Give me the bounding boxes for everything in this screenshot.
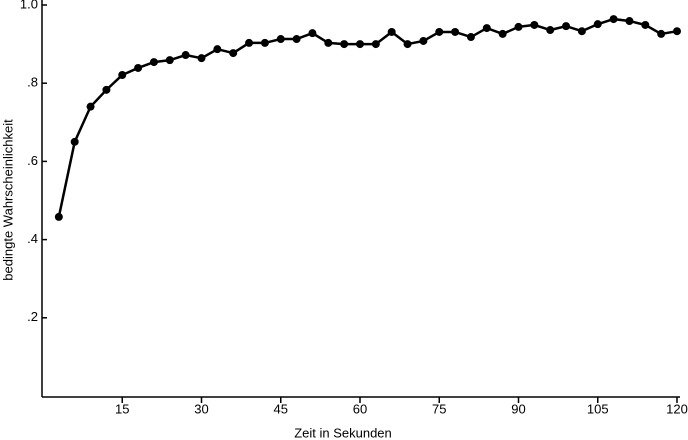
point xyxy=(181,51,190,60)
point xyxy=(482,24,491,33)
point xyxy=(229,49,238,58)
point xyxy=(308,29,317,38)
point xyxy=(403,40,412,49)
point xyxy=(466,33,475,42)
point xyxy=(625,17,634,26)
point xyxy=(149,58,158,67)
y-tick-label: 1.0 xyxy=(20,0,38,11)
point xyxy=(165,56,174,65)
point xyxy=(340,40,349,49)
point xyxy=(546,26,555,35)
y-axis-label: bedingte Wahrscheinlichkeit xyxy=(0,119,15,281)
point xyxy=(435,27,444,36)
point xyxy=(102,85,111,94)
point xyxy=(593,20,602,29)
point xyxy=(324,38,333,47)
point xyxy=(118,70,127,79)
y-tick-label: .6 xyxy=(27,153,38,168)
point xyxy=(371,40,380,49)
point xyxy=(70,137,79,146)
point xyxy=(498,29,507,38)
point xyxy=(213,45,222,54)
point xyxy=(387,27,396,36)
point xyxy=(657,29,666,38)
point xyxy=(419,36,428,45)
point xyxy=(641,20,650,29)
y-tick-label: .8 xyxy=(27,75,38,90)
x-tick-label: 120 xyxy=(666,401,688,416)
point xyxy=(451,27,460,36)
point xyxy=(276,35,285,44)
point xyxy=(197,54,206,63)
x-tick-label: 15 xyxy=(115,401,129,416)
y-tick-label: .2 xyxy=(27,309,38,324)
point xyxy=(577,27,586,36)
point xyxy=(673,27,681,36)
x-tick-label: 75 xyxy=(432,401,446,416)
point xyxy=(514,22,523,31)
x-tick-label: 60 xyxy=(353,401,367,416)
x-axis-label: Zeit in Sekunden xyxy=(294,425,392,440)
point xyxy=(356,40,364,49)
x-tick-label: 30 xyxy=(194,401,208,416)
point xyxy=(562,22,571,31)
x-tick-label: 105 xyxy=(587,401,609,416)
point xyxy=(134,63,143,72)
point xyxy=(245,38,254,47)
point xyxy=(530,20,539,29)
point xyxy=(260,38,269,47)
point xyxy=(86,102,95,111)
x-tick-label: 90 xyxy=(511,401,525,416)
point xyxy=(292,35,301,44)
line xyxy=(57,17,678,218)
y-tick-label: .4 xyxy=(27,231,38,246)
point xyxy=(54,212,63,221)
x-tick-label: 45 xyxy=(274,401,288,416)
point xyxy=(609,15,618,24)
